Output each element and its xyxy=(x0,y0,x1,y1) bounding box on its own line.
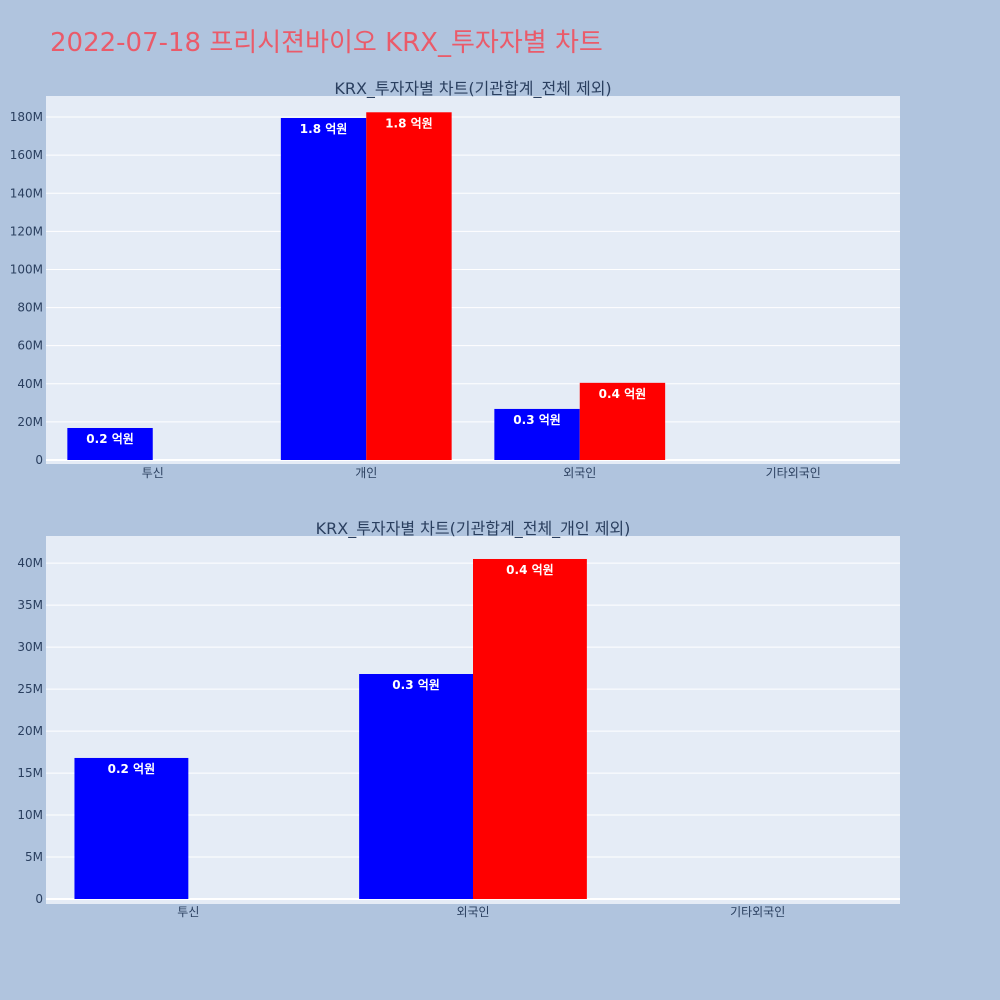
bar xyxy=(579,382,666,460)
bar-value-label: 1.8 억원 xyxy=(385,116,433,130)
bar-value-label: 0.3 억원 xyxy=(513,413,561,427)
bar xyxy=(359,674,473,899)
y-tick-label: 15M xyxy=(17,766,43,780)
y-tick-label: 5M xyxy=(25,850,43,864)
chart-title: KRX_투자자별 차트(기관합계_전체 제외) xyxy=(334,79,611,99)
y-tick-label: 60M xyxy=(17,339,43,353)
bar-value-label: 0.2 억원 xyxy=(108,762,156,776)
y-tick-label: 40M xyxy=(17,556,43,570)
y-tick-label: 80M xyxy=(17,301,43,315)
x-tick-label: 기타외국인 xyxy=(766,466,821,480)
bar-value-label: 1.8 억원 xyxy=(300,122,348,136)
bar-value-label: 0.4 억원 xyxy=(506,563,554,577)
y-tick-label: 20M xyxy=(17,724,43,738)
y-tick-label: 35M xyxy=(17,598,43,612)
y-tick-label: 25M xyxy=(17,682,43,696)
y-tick-label: 0 xyxy=(35,453,43,467)
x-tick-label: 개인 xyxy=(355,466,377,480)
bar xyxy=(74,757,189,899)
bar-value-label: 0.4 억원 xyxy=(599,387,647,401)
bar xyxy=(494,408,580,460)
y-tick-label: 10M xyxy=(17,808,43,822)
y-tick-label: 180M xyxy=(10,110,43,124)
plot-area xyxy=(46,96,900,464)
bar xyxy=(67,427,153,460)
y-tick-label: 30M xyxy=(17,640,43,654)
y-tick-label: 120M xyxy=(10,224,43,238)
x-tick-label: 투신 xyxy=(177,905,199,919)
x-tick-label: 투신 xyxy=(142,466,164,480)
x-tick-label: 기타외국인 xyxy=(730,905,785,919)
y-tick-label: 100M xyxy=(10,262,43,276)
x-tick-label: 외국인 xyxy=(563,466,596,480)
y-tick-label: 160M xyxy=(10,148,43,162)
y-tick-label: 40M xyxy=(17,377,43,391)
bar xyxy=(366,112,452,460)
bar xyxy=(280,118,367,461)
y-tick-label: 140M xyxy=(10,186,43,200)
x-tick-label: 외국인 xyxy=(456,905,489,919)
bar xyxy=(473,558,587,899)
y-tick-label: 20M xyxy=(17,415,43,429)
y-tick-label: 0 xyxy=(35,892,43,906)
bar-value-label: 0.3 억원 xyxy=(392,678,440,692)
chart-title: KRX_투자자별 차트(기관합계_전체_개인 제외) xyxy=(316,519,631,539)
page-title: 2022-07-18 프리시젼바이오 KRX_투자자별 차트 xyxy=(50,28,603,58)
bar-value-label: 0.2 억원 xyxy=(86,432,134,446)
